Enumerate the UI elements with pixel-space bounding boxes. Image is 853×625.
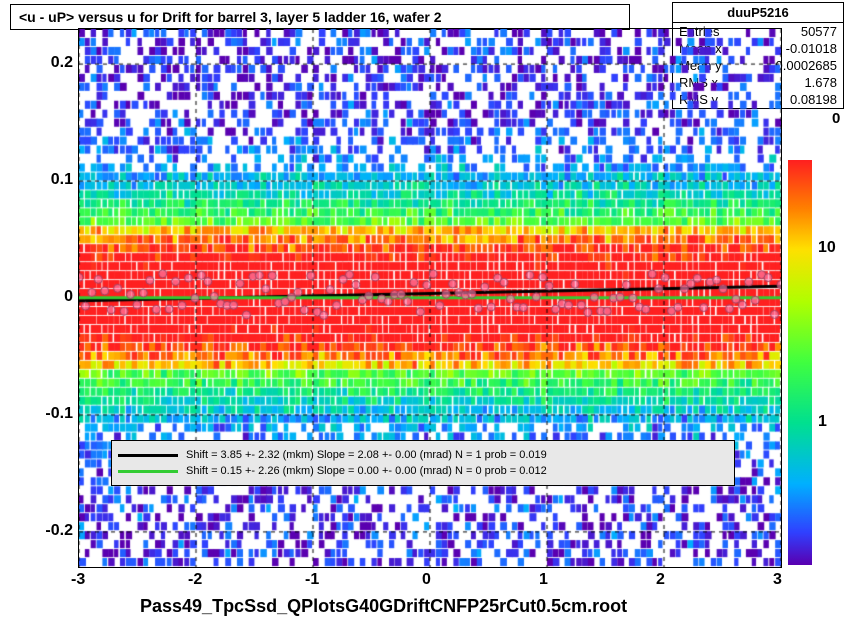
x-axis-label: Pass49_TpcSsd_QPlotsG40GDriftCNFP25rCut0… (140, 596, 627, 617)
y-tick-label: -0.1 (29, 405, 73, 423)
x-tick-label: -1 (305, 571, 319, 589)
legend-swatch (118, 470, 178, 473)
x-tick-label: 0 (422, 571, 431, 589)
stats-name: duuP5216 (673, 3, 843, 23)
fit-legend: Shift = 3.85 +- 2.32 (mkm) Slope = 2.08 … (111, 440, 735, 486)
legend-text: Shift = 0.15 +- 2.26 (mkm) Slope = 0.00 … (186, 465, 547, 477)
plot-title-box: <u - uP> versus u for Drift for barrel 3… (10, 4, 630, 30)
colorbar-tick: 1 (818, 413, 827, 431)
overhang-zero: 0 (832, 110, 840, 127)
x-tick-label: 1 (539, 571, 548, 589)
y-tick-label: 0 (29, 288, 73, 306)
plot-title: <u - uP> versus u for Drift for barrel 3… (19, 9, 442, 25)
legend-swatch (118, 454, 178, 457)
x-tick-label: 3 (773, 571, 782, 589)
colorbar (788, 160, 812, 565)
x-tick-label: -2 (188, 571, 202, 589)
y-tick-label: -0.2 (29, 522, 73, 540)
heatmap-canvas (79, 29, 781, 567)
legend-row: Shift = 3.85 +- 2.32 (mkm) Slope = 2.08 … (118, 449, 728, 461)
colorbar-tick: 10 (818, 239, 836, 257)
plot-area: Shift = 3.85 +- 2.32 (mkm) Slope = 2.08 … (78, 28, 782, 568)
x-tick-label: 2 (656, 571, 665, 589)
legend-row: Shift = 0.15 +- 2.26 (mkm) Slope = 0.00 … (118, 465, 728, 477)
y-tick-label: 0.1 (29, 171, 73, 189)
x-tick-label: -3 (71, 571, 85, 589)
y-tick-label: 0.2 (29, 54, 73, 72)
legend-text: Shift = 3.85 +- 2.32 (mkm) Slope = 2.08 … (186, 449, 547, 461)
